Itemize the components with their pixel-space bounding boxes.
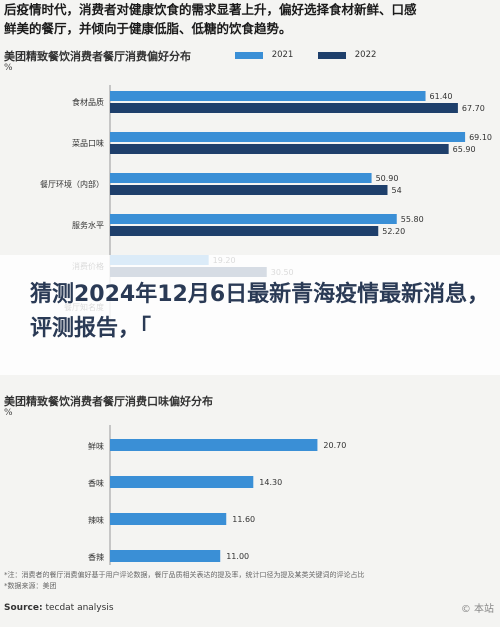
chart1-category-label: 菜品口味 [72, 138, 104, 148]
chart2-category-label: 香辣 [88, 552, 104, 562]
chart2-bar [110, 513, 227, 525]
chart2-data-label: 11.60 [232, 515, 255, 524]
chart2-category-label: 辣味 [88, 515, 104, 525]
chart1-unit: % [4, 63, 13, 73]
legend-swatch-2022 [318, 51, 347, 59]
source-value: tecdat analysis [45, 603, 114, 613]
source-line: Source: tecdat analysis [4, 603, 114, 613]
chart2-data-label: 11.00 [226, 552, 249, 561]
chart2-bar [110, 550, 221, 562]
chart1-category-label: 食材品质 [72, 97, 104, 107]
chart1-bar-2022 [110, 103, 458, 113]
chart1-category-label: 服务水平 [72, 220, 104, 230]
chart2-svg: 鲜味 20.70 香味 14.30 辣味 11.60 香辣 11.00 [88, 425, 346, 565]
chart2-title: 美团精致餐饮消费者餐厅消费口味偏好分布 [4, 395, 213, 408]
chart2-unit: % [4, 408, 13, 418]
chart1-category-label: 餐厅环境（内部） [40, 179, 104, 189]
chart1-data-label: 52.20 [382, 227, 405, 236]
overlay-title[interactable]: 猜测2024年12月6日最新青海疫情最新消息，评测报告，「 [30, 282, 490, 341]
chart1-bar-2022 [110, 144, 449, 154]
title-overlay [0, 255, 500, 375]
chart2-data-label: 14.30 [259, 478, 282, 487]
chart2-bar [110, 476, 254, 488]
watermark: © 本站 [460, 604, 494, 615]
chart2-bar [110, 439, 318, 451]
chart2-category-label: 鲜味 [88, 441, 104, 451]
chart1-data-label: 61.40 [430, 92, 453, 101]
chart1-title: 美团精致餐饮消费者餐厅消费偏好分布 [4, 50, 191, 63]
article-text: 后疫情时代，消费者对健康饮食的需求显著上升，偏好选择食材新鲜、口感 鲜美的餐厅，… [4, 0, 496, 38]
chart1-bar-2021 [110, 173, 372, 183]
source-label: Source: [4, 603, 43, 613]
chart1-bar-2022 [110, 226, 379, 236]
footnote-line: *注：消费者的餐厅消费偏好基于用户评论数据，餐厅品质相关表达的提及率，统计口径为… [4, 571, 365, 579]
chart1-bar-2021 [110, 91, 426, 101]
footnote: *注：消费者的餐厅消费偏好基于用户评论数据，餐厅品质相关表达的提及率，统计口径为… [4, 570, 494, 592]
chart1-legend: 2021 2022 [235, 50, 376, 61]
chart1-data-label: 69.10 [469, 133, 492, 142]
chart1-data-label: 50.90 [376, 174, 399, 183]
chart2-category-label: 香味 [88, 478, 104, 488]
chart2-data-label: 20.70 [323, 441, 346, 450]
legend-swatch-2021 [235, 51, 263, 59]
article-line: 后疫情时代，消费者对健康饮食的需求显著上升，偏好选择食材新鲜、口感 [4, 2, 417, 17]
chart1-data-label: 67.70 [462, 104, 485, 113]
chart1-data-label: 55.80 [401, 215, 424, 224]
chart1-data-label: 65.90 [453, 145, 476, 154]
chart1-bar-2021 [110, 214, 397, 224]
footnote-line: *数据来源：美团 [4, 582, 57, 590]
article-line: 鲜美的餐厅，并倾向于健康低脂、低糖的饮食趋势。 [4, 21, 292, 36]
legend-label-2022: 2022 [354, 50, 377, 60]
chart1-bar-2022 [110, 185, 388, 195]
chart1-data-label: 54 [392, 186, 402, 195]
legend-label-2021: 2021 [271, 50, 294, 60]
chart1-bar-2021 [110, 132, 466, 142]
